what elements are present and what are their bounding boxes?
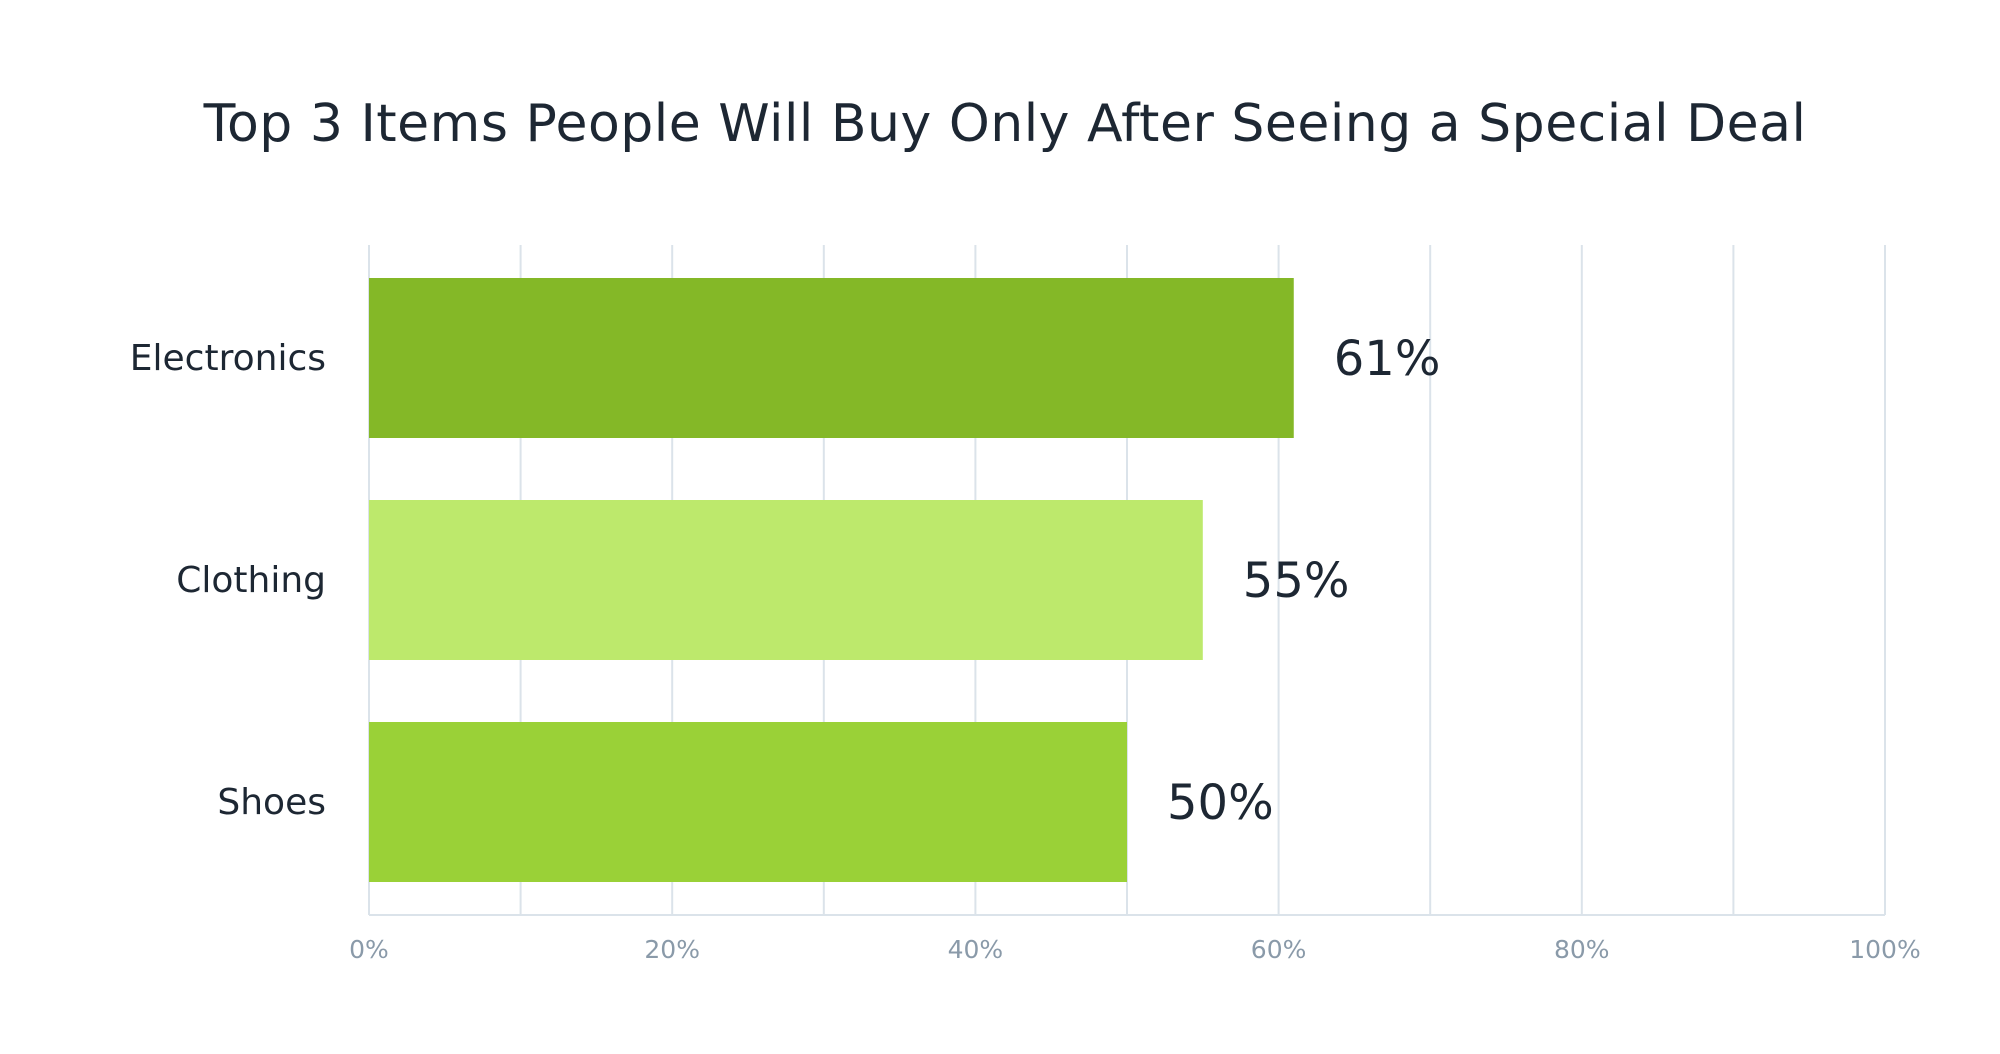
category-label: Electronics — [130, 338, 326, 379]
category-label: Shoes — [217, 782, 326, 823]
x-tick-label: 0% — [349, 935, 389, 964]
x-tick-label: 100% — [1849, 935, 1920, 964]
bar-electronics — [369, 278, 1294, 438]
category-label: Clothing — [176, 560, 326, 601]
value-label: 61% — [1334, 331, 1441, 387]
bar-clothing — [369, 500, 1203, 660]
bar-shoes — [369, 722, 1127, 882]
x-tick-label: 60% — [1251, 935, 1307, 964]
value-label: 50% — [1167, 775, 1274, 831]
bars — [369, 278, 1294, 882]
x-tick-label: 40% — [948, 935, 1004, 964]
x-tick-label: 80% — [1554, 935, 1610, 964]
labels: 0% 20% 40% 60% 80% 100% Electronics 61% Clothing… — [130, 331, 1921, 964]
x-tick-label: 20% — [644, 935, 700, 964]
chart-title: Top 3 Items People Will Buy Only After S… — [203, 94, 1807, 154]
value-label: 55% — [1243, 553, 1350, 609]
